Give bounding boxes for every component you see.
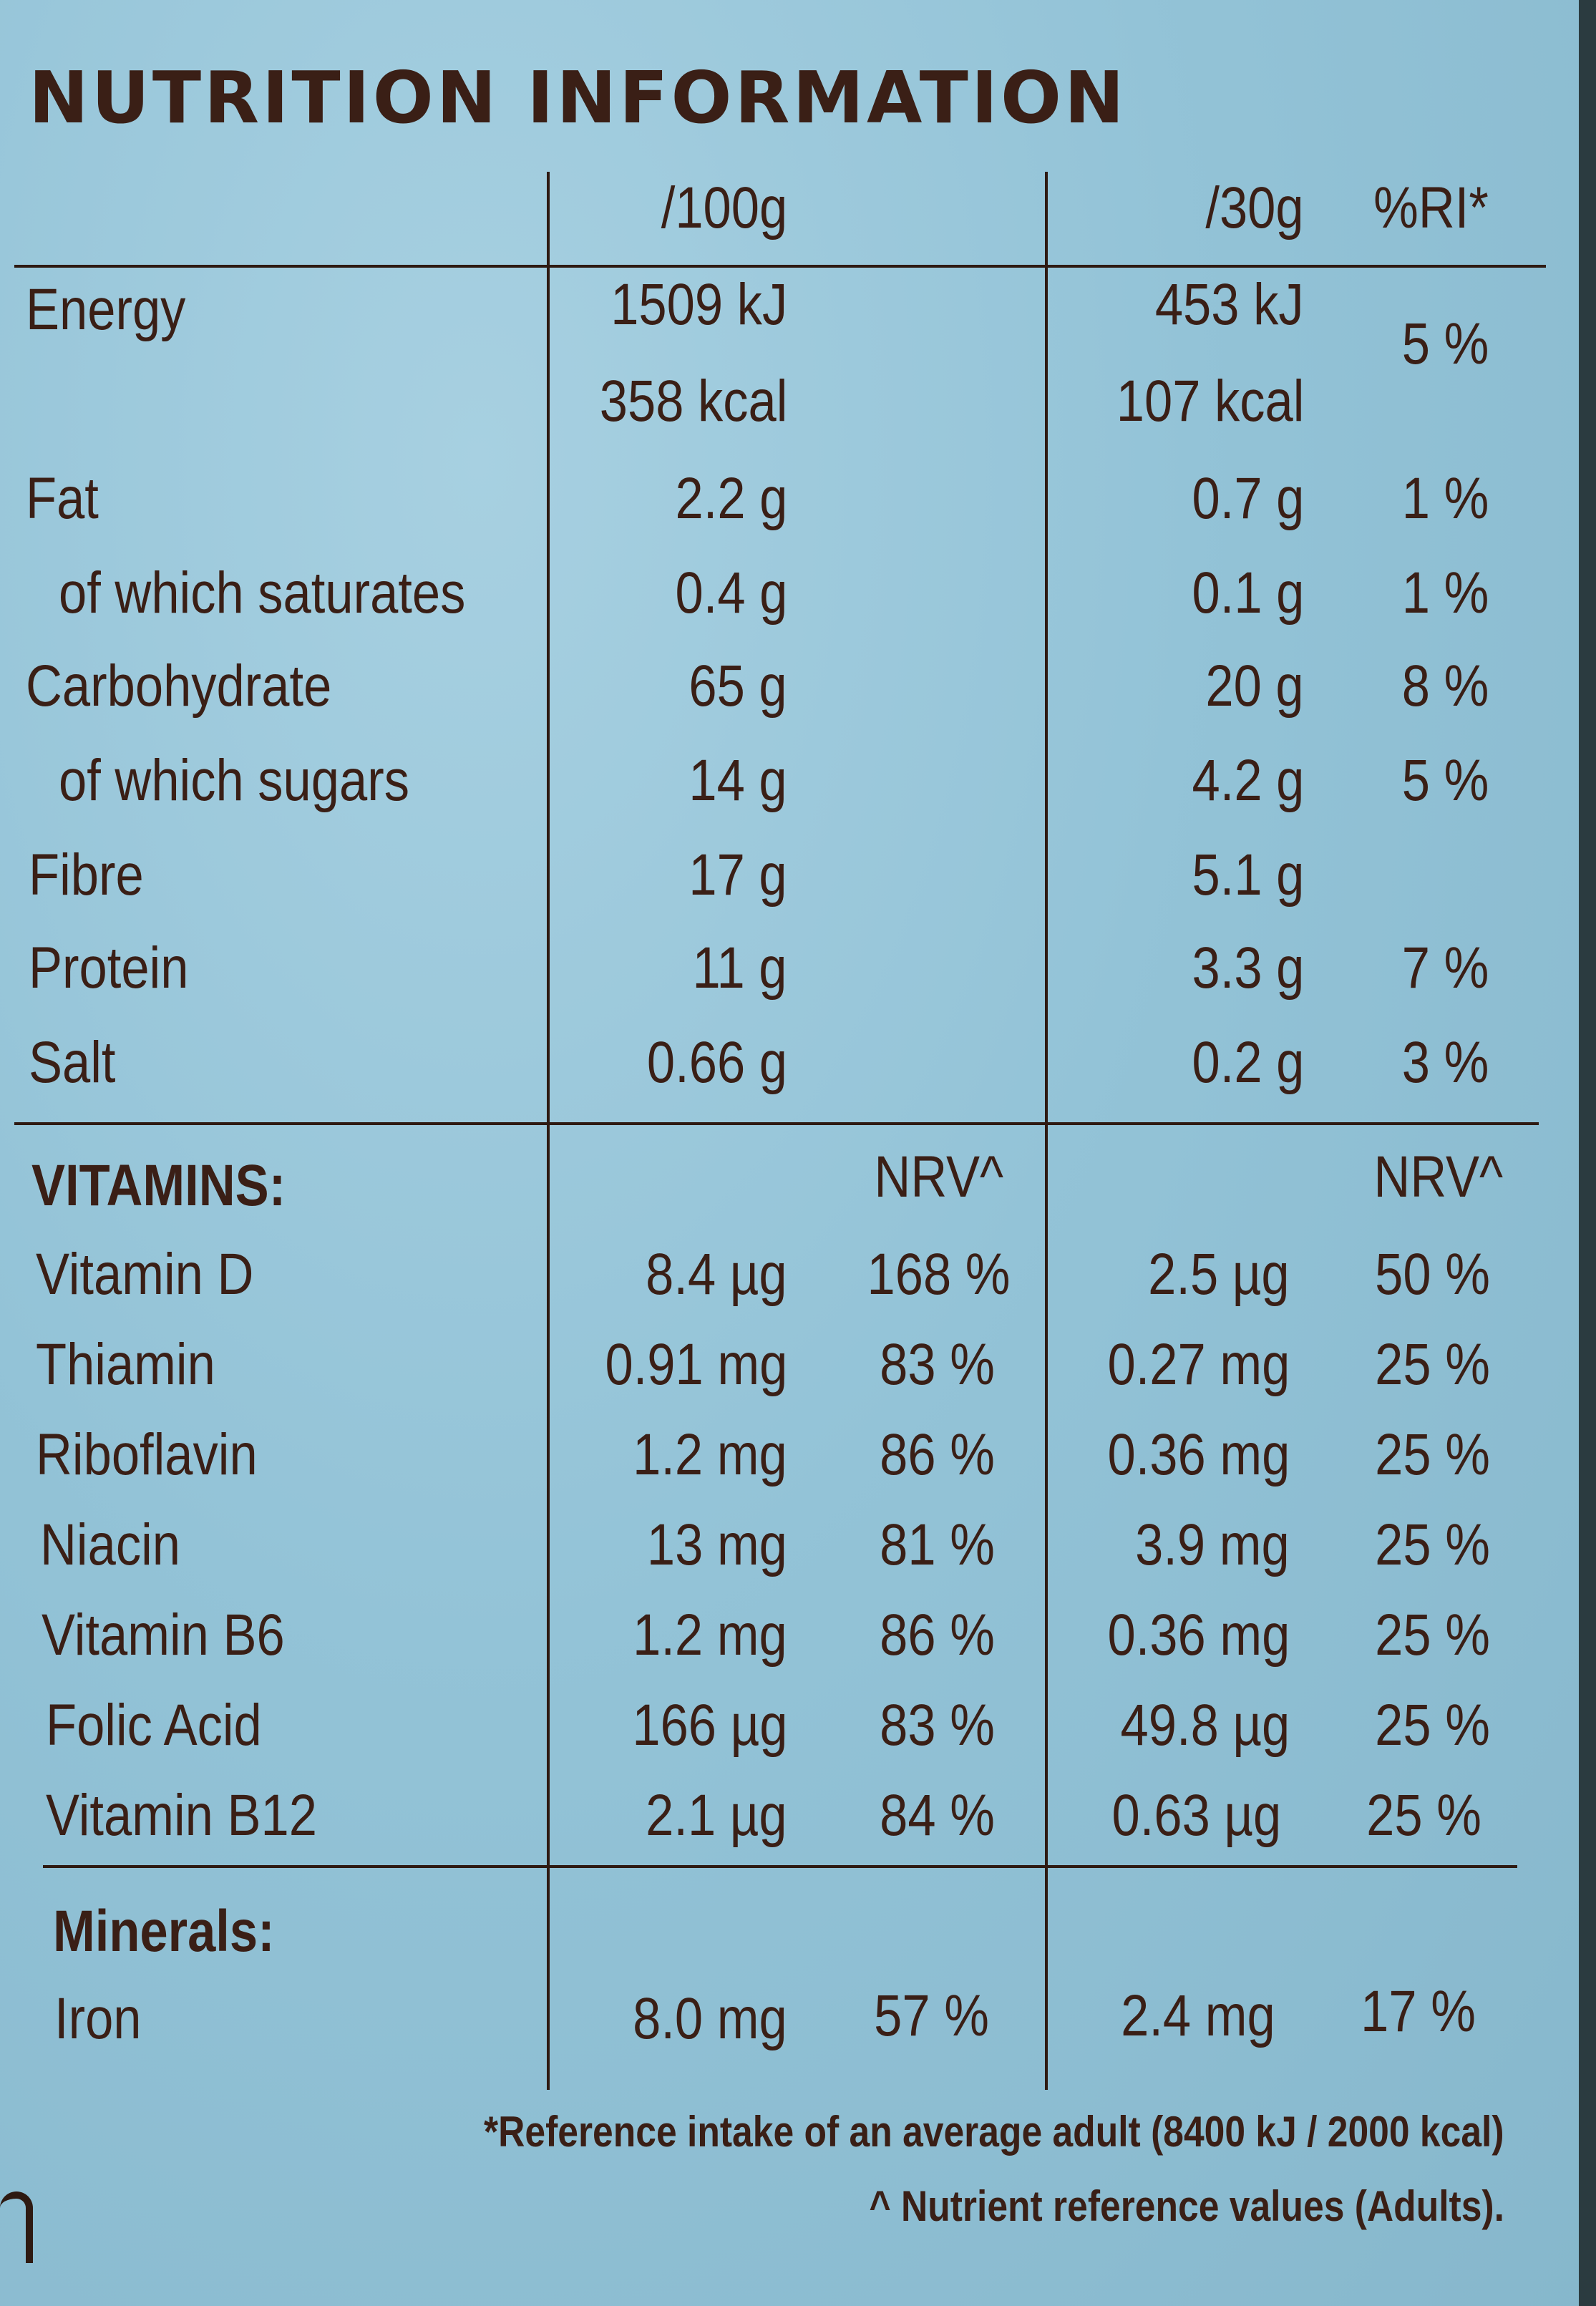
carbohydrate-ri: 8 % [1401,653,1489,719]
vitamin-b6-per-30g: 0.36 mg [1107,1602,1290,1668]
thiamin-per-30g: 0.27 mg [1107,1332,1290,1397]
niacin-nrv-100g: 81 % [880,1512,995,1577]
salt-per-30g: 0.2 g [1192,1030,1304,1095]
iron-nrv-30g: 17 % [1361,1979,1476,2044]
iron-per-30g: 2.4 mg [1121,1983,1275,2048]
footnote-nrv: ^ Nutrient reference values (Adults). [869,2182,1504,2230]
header-per-100g: /100g [661,175,787,240]
protein-per-30g: 3.3 g [1192,935,1304,1001]
energy-kj-per-30g: 453 kJ [1155,272,1304,337]
saturates-per-30g: 0.1 g [1192,560,1304,626]
fat-per-30g: 0.7 g [1192,466,1304,531]
folic-acid-nrv-30g: 25 % [1375,1693,1490,1758]
carbohydrate-per-30g: 20 g [1205,653,1304,719]
folic-acid-per-30g: 49.8 µg [1120,1693,1290,1758]
fat-ri: 1 % [1401,466,1489,531]
thiamin-per-100g: 0.91 mg [605,1332,787,1397]
thiamin-nrv-30g: 25 % [1375,1332,1490,1397]
vitamins-heading: VITAMINS: [31,1153,286,1218]
niacin-per-100g: 13 mg [647,1512,787,1577]
minerals-heading: Minerals: [53,1899,275,1964]
fibre-per-30g: 5.1 g [1192,842,1304,908]
sugars-ri: 5 % [1401,748,1489,813]
vitamin-b6-per-100g: 1.2 mg [633,1602,787,1668]
fat-per-100g: 2.2 g [675,466,787,531]
header-percent-ri: %RI* [1373,175,1489,240]
vitamin-d-nrv-100g: 168 % [867,1242,1011,1307]
vitamin-b12-per-30g: 0.63 µg [1111,1783,1281,1848]
vitamin-b12-nrv-30g: 25 % [1366,1783,1481,1848]
riboflavin-per-30g: 0.36 mg [1107,1422,1290,1487]
nutrient-name-fibre: Fibre [29,842,144,908]
vitamin-b6-nrv-100g: 86 % [880,1602,995,1668]
vitamin-d-per-100g: 8.4 µg [646,1242,787,1307]
protein-per-100g: 11 g [692,935,787,1001]
footnote-reference-intake: *Reference intake of an average adult (8… [484,2108,1504,2156]
salt-ri: 3 % [1401,1030,1489,1095]
packaging-edge [1579,0,1596,2306]
fibre-per-100g: 17 g [688,842,787,908]
mineral-name-iron: Iron [54,1986,142,2051]
niacin-per-30g: 3.9 mg [1135,1512,1290,1577]
vitamin-name-niacin: Niacin [40,1512,180,1577]
column-divider-1 [547,172,550,2090]
riboflavin-nrv-100g: 86 % [880,1422,995,1487]
energy-kcal-per-30g: 107 kcal [1116,369,1304,434]
page-title: NUTRITION INFORMATION [29,56,1127,140]
salt-per-100g: 0.66 g [646,1030,787,1095]
carbohydrate-per-100g: 65 g [688,653,787,719]
niacin-nrv-30g: 25 % [1375,1512,1490,1577]
protein-ri: 7 % [1401,935,1489,1001]
cropped-letter-fragment [0,2191,33,2263]
vitamin-name-d: Vitamin D [36,1242,254,1307]
energy-kj-per-100g: 1509 kJ [610,272,787,337]
sugars-per-30g: 4.2 g [1192,748,1304,813]
vitamin-name-thiamin: Thiamin [36,1332,215,1397]
vitamin-name-b12: Vitamin B12 [46,1783,317,1848]
nutrient-name-sugars: of which sugars [59,748,409,813]
nutrient-name-protein: Protein [29,935,189,1001]
vitamin-name-b6: Vitamin B6 [42,1602,285,1668]
folic-acid-nrv-100g: 83 % [880,1693,995,1758]
nutrient-name-carbohydrate: Carbohydrate [26,653,332,719]
nrv-header-30g: NRV^ [1373,1144,1503,1210]
vitamins-rule [14,1122,1539,1125]
iron-per-100g: 8.0 mg [633,1986,787,2051]
vitamin-name-folic-acid: Folic Acid [46,1693,262,1758]
riboflavin-nrv-30g: 25 % [1375,1422,1490,1487]
header-rule [14,265,1546,268]
vitamin-d-nrv-30g: 50 % [1375,1242,1490,1307]
iron-nrv-100g: 57 % [874,1983,989,2048]
nutrient-name-salt: Salt [29,1030,116,1095]
vitamin-name-riboflavin: Riboflavin [36,1422,258,1487]
vitamin-b12-nrv-100g: 84 % [880,1783,995,1848]
energy-kcal-per-100g: 358 kcal [599,369,787,434]
nutrient-name-energy: Energy [26,277,186,342]
nrv-header-100g: NRV^ [874,1144,1003,1210]
vitamin-b6-nrv-30g: 25 % [1375,1602,1490,1668]
nutrient-name-saturates: of which saturates [59,560,466,626]
energy-ri: 5 % [1401,311,1489,376]
sugars-per-100g: 14 g [688,748,787,813]
minerals-rule [43,1865,1517,1868]
saturates-ri: 1 % [1401,560,1489,626]
nutrient-name-fat: Fat [26,466,99,531]
riboflavin-per-100g: 1.2 mg [633,1422,787,1487]
folic-acid-per-100g: 166 µg [631,1693,787,1758]
vitamin-d-per-30g: 2.5 µg [1148,1242,1290,1307]
saturates-per-100g: 0.4 g [675,560,787,626]
thiamin-nrv-100g: 83 % [880,1332,995,1397]
header-per-30g: /30g [1205,175,1304,240]
vitamin-b12-per-100g: 2.1 µg [646,1783,787,1848]
column-divider-2 [1045,172,1048,2090]
